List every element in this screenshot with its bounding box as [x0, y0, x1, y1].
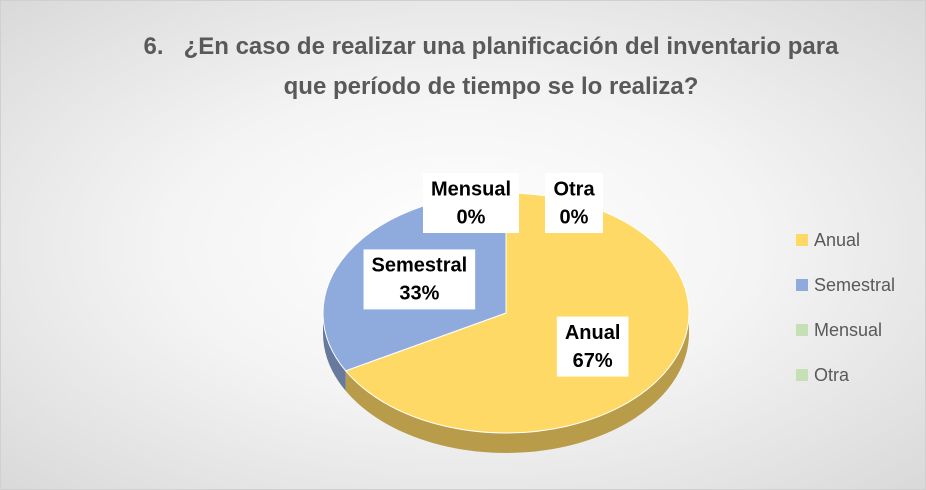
- label-value: 0%: [560, 206, 589, 228]
- data-label: Anual 67%: [556, 316, 629, 377]
- legend-swatch: [796, 234, 808, 246]
- legend-swatch: [796, 369, 808, 381]
- label-name: Anual: [565, 322, 621, 344]
- legend-swatch: [796, 279, 808, 291]
- data-label: Otra 0%: [545, 173, 603, 233]
- data-label: Mensual 0%: [422, 173, 520, 233]
- label-name: Semestral: [372, 255, 468, 277]
- pie-side: [323, 313, 346, 391]
- legend-label: Otra: [814, 365, 850, 385]
- label-box: [556, 316, 629, 377]
- label-name: Mensual: [431, 178, 511, 200]
- chart-title: 6. ¿En caso de realizar una planificació…: [143, 33, 846, 100]
- label-value: 33%: [399, 283, 439, 305]
- label-box: [545, 173, 603, 233]
- label-name: Otra: [553, 178, 595, 200]
- legend-label: Mensual: [814, 320, 882, 340]
- label-value: 67%: [573, 350, 613, 372]
- legend-label: Semestral: [814, 275, 895, 295]
- legend-label: Anual: [814, 230, 860, 250]
- data-label: Semestral 33%: [363, 249, 476, 310]
- label-value: 0%: [457, 206, 486, 228]
- legend-swatch: [796, 324, 808, 336]
- label-box: [363, 249, 476, 310]
- pie-side: [345, 313, 689, 454]
- label-box: [422, 173, 520, 233]
